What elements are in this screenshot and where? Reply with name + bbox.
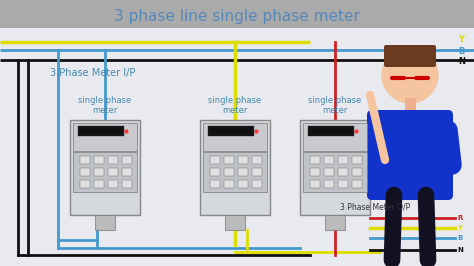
Text: Y: Y	[457, 225, 462, 231]
Circle shape	[382, 47, 438, 103]
Bar	[80, 168, 90, 176]
Bar	[78, 126, 124, 136]
Text: N: N	[457, 247, 463, 253]
Bar	[325, 215, 345, 230]
Bar	[210, 180, 220, 188]
Bar	[94, 156, 104, 164]
Bar	[108, 156, 118, 164]
Bar	[310, 168, 320, 176]
Text: single phase
meter: single phase meter	[309, 95, 362, 115]
Bar	[0, 28, 474, 266]
Bar	[238, 156, 248, 164]
Bar	[203, 152, 267, 192]
Bar	[122, 180, 132, 188]
Bar	[73, 123, 137, 151]
Bar	[352, 156, 362, 164]
Text: B: B	[457, 235, 462, 241]
Text: Y: Y	[458, 35, 464, 44]
Bar	[225, 215, 245, 230]
Bar	[224, 156, 234, 164]
Bar	[310, 156, 320, 164]
Text: N: N	[458, 57, 465, 66]
Bar	[208, 126, 254, 136]
FancyBboxPatch shape	[384, 45, 436, 67]
Bar	[94, 168, 104, 176]
Text: B: B	[458, 48, 465, 56]
Bar	[122, 168, 132, 176]
Bar	[303, 152, 367, 192]
Bar	[338, 168, 348, 176]
Text: single phase
meter: single phase meter	[209, 95, 262, 115]
Bar	[80, 156, 90, 164]
Bar	[224, 180, 234, 188]
Bar	[252, 180, 262, 188]
Bar	[210, 156, 220, 164]
Bar	[95, 215, 115, 230]
Text: single phase
meter: single phase meter	[78, 95, 132, 115]
Text: R: R	[457, 215, 462, 221]
Text: 3 Phase Meter O/P: 3 Phase Meter O/P	[340, 203, 410, 212]
Bar	[73, 152, 137, 192]
Text: 3 phase line single phase meter: 3 phase line single phase meter	[114, 9, 360, 23]
Bar	[80, 180, 90, 188]
Bar	[310, 180, 320, 188]
Bar	[300, 120, 370, 215]
FancyBboxPatch shape	[367, 110, 453, 200]
Bar	[70, 120, 140, 215]
Bar	[238, 180, 248, 188]
Bar	[224, 168, 234, 176]
Bar	[108, 168, 118, 176]
Bar	[252, 168, 262, 176]
Text: 3 Phase Meter I/P: 3 Phase Meter I/P	[50, 68, 136, 78]
Bar	[238, 168, 248, 176]
Bar	[338, 180, 348, 188]
Bar	[108, 180, 118, 188]
Bar	[338, 156, 348, 164]
Bar	[200, 120, 270, 215]
Bar	[308, 126, 354, 136]
Bar	[324, 156, 334, 164]
Bar	[210, 168, 220, 176]
Bar	[324, 168, 334, 176]
Bar	[252, 156, 262, 164]
Bar	[203, 123, 267, 151]
Bar	[122, 156, 132, 164]
Bar	[352, 168, 362, 176]
Bar	[352, 180, 362, 188]
Bar	[324, 180, 334, 188]
Bar	[94, 180, 104, 188]
Bar	[303, 123, 367, 151]
